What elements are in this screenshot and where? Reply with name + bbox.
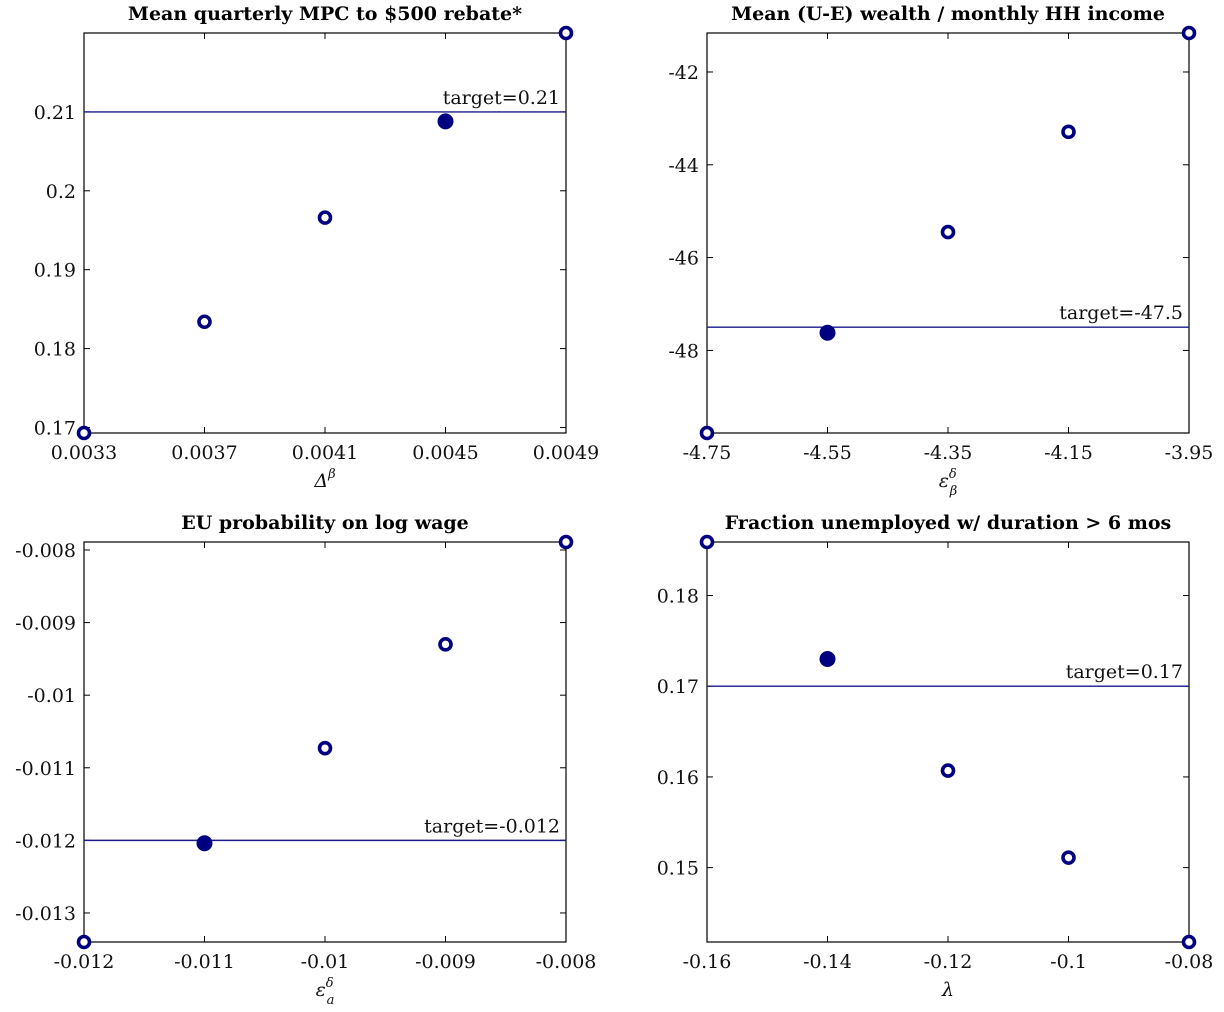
target-label: target=0.21 bbox=[443, 87, 560, 109]
x-tick-label: -0.012 bbox=[54, 951, 115, 973]
y-tick-label: -0.01 bbox=[27, 685, 76, 707]
data-point bbox=[1061, 850, 1076, 865]
data-point-selected bbox=[196, 835, 213, 852]
target-label: target=-47.5 bbox=[1059, 302, 1183, 324]
x-tick-label: -4.35 bbox=[924, 442, 973, 464]
y-tick-label: -44 bbox=[668, 155, 699, 177]
y-tick-label: 0.17 bbox=[657, 676, 699, 698]
x-axis-label: Δβ bbox=[313, 467, 335, 492]
chart-title: Mean (U-E) wealth / monthly HH income bbox=[731, 3, 1165, 25]
plot-frame bbox=[706, 541, 1190, 943]
y-tick-label: -42 bbox=[668, 62, 699, 84]
data-point bbox=[940, 224, 956, 240]
panel-eu-probability: EU probability on log wage -0.012 -0.011 -0… bbox=[15, 512, 596, 1008]
x-tick-label: 0.0037 bbox=[171, 442, 237, 464]
x-axis-label: εδ β bbox=[939, 467, 958, 499]
x-tick-label: -0.01 bbox=[301, 951, 350, 973]
x-tick-label: 0.0045 bbox=[412, 442, 478, 464]
x-tick-label: -0.008 bbox=[536, 951, 597, 973]
data-point bbox=[1181, 25, 1197, 41]
data-point bbox=[1181, 934, 1197, 950]
x-tick-label: -0.14 bbox=[803, 951, 852, 973]
x-axis-label: λ bbox=[941, 979, 954, 1001]
data-point bbox=[317, 210, 333, 225]
panel-wealth: Mean (U-E) wealth / monthly HH income -4.… bbox=[668, 3, 1213, 499]
data-point bbox=[197, 314, 212, 330]
panel-mpc: Mean quarterly MPC to $500 rebate* 0.0033… bbox=[34, 3, 600, 492]
y-tick-label: 0.21 bbox=[34, 102, 76, 124]
x-tick-label: 0.0041 bbox=[292, 442, 358, 464]
data-point bbox=[76, 934, 92, 950]
chart-title: Fraction unemployed w/ duration > 6 mos bbox=[725, 512, 1171, 534]
x-tick-label: -4.15 bbox=[1044, 442, 1093, 464]
panel-unemployment-duration: Fraction unemployed w/ duration > 6 mos -… bbox=[657, 512, 1214, 1001]
y-tick-label: 0.16 bbox=[657, 767, 699, 789]
data-point-selected bbox=[819, 324, 836, 341]
target-label: target=-0.012 bbox=[424, 815, 560, 837]
y-tick-label: 0.18 bbox=[34, 339, 76, 361]
y-tick-label: -0.009 bbox=[15, 613, 76, 635]
y-tick-label: -0.013 bbox=[15, 903, 76, 925]
data-point-selected bbox=[819, 651, 836, 668]
x-tick-label: 0.0033 bbox=[51, 442, 117, 464]
y-tick-label: -46 bbox=[668, 248, 699, 270]
y-tick-label: -0.011 bbox=[15, 758, 76, 780]
chart-title: EU probability on log wage bbox=[181, 512, 469, 534]
y-tick-label: -0.012 bbox=[15, 830, 76, 852]
x-tick-label: 0.0049 bbox=[533, 442, 599, 464]
data-point bbox=[940, 763, 956, 778]
x-tick-label: -0.08 bbox=[1165, 951, 1214, 973]
x-axis-label: εδ a bbox=[316, 976, 335, 1008]
data-point bbox=[699, 425, 715, 441]
y-tick-label: -0.008 bbox=[15, 540, 76, 562]
data-point bbox=[699, 534, 715, 550]
y-tick-label: 0.19 bbox=[34, 260, 76, 282]
data-point bbox=[317, 740, 333, 756]
data-point bbox=[438, 637, 453, 652]
data-point bbox=[558, 534, 574, 550]
data-point bbox=[558, 25, 574, 41]
y-tick-label: 0.18 bbox=[657, 586, 699, 608]
x-tick-label: -4.55 bbox=[803, 442, 852, 464]
x-tick-label: -0.011 bbox=[174, 951, 235, 973]
target-label: target=0.17 bbox=[1066, 661, 1183, 683]
y-tick-label: 0.17 bbox=[34, 417, 76, 439]
y-tick-label: 0.15 bbox=[657, 858, 699, 880]
chart-title: Mean quarterly MPC to $500 rebate* bbox=[128, 3, 522, 25]
y-tick-label: 0.2 bbox=[46, 181, 76, 203]
x-tick-label: -0.16 bbox=[683, 951, 732, 973]
x-tick-label: -0.12 bbox=[924, 951, 973, 973]
x-tick-label: -0.1 bbox=[1050, 951, 1087, 973]
y-tick-label: -48 bbox=[668, 340, 699, 362]
data-point bbox=[1061, 124, 1076, 140]
data-point-selected bbox=[437, 113, 454, 130]
x-tick-label: -4.75 bbox=[683, 442, 732, 464]
x-tick-label: -0.009 bbox=[415, 951, 476, 973]
data-point bbox=[76, 425, 92, 441]
x-tick-label: -3.95 bbox=[1165, 442, 1214, 464]
